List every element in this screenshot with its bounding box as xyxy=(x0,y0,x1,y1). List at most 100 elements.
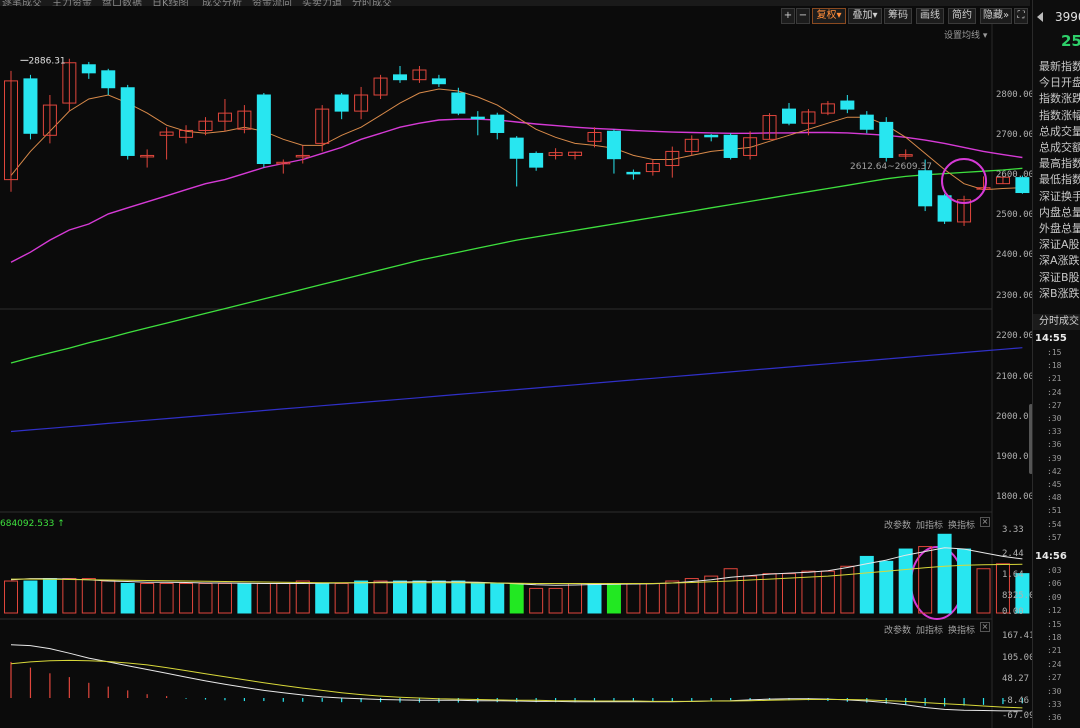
volume-bar xyxy=(276,582,291,614)
right-panel: 3990 25 最新指数今日开盘指数涨跌指数涨幅总成交量总成交额最高指数最低指数… xyxy=(1032,0,1080,728)
candle-body xyxy=(762,115,777,140)
volume-bar xyxy=(548,587,563,614)
quote-field: 深证B股 xyxy=(1039,271,1080,284)
collapse-arrow-icon[interactable] xyxy=(1037,12,1043,22)
top-tab[interactable]: 盘口数据 xyxy=(102,0,142,6)
candle-body xyxy=(295,154,310,158)
candle-body xyxy=(568,151,583,156)
vol-close-icon[interactable]: × xyxy=(980,517,990,527)
macd-switch-indicator-button[interactable]: 换指标 xyxy=(948,626,976,636)
vol-add-indicator-button[interactable]: 加指标 xyxy=(916,521,944,531)
candle-body xyxy=(820,103,835,114)
candle-body xyxy=(334,94,349,112)
candle-body xyxy=(587,131,602,142)
volume-bar xyxy=(179,582,194,614)
volume-axis-label: 0.00 xyxy=(1002,607,1024,617)
vol-change-params-button[interactable]: 改参数 xyxy=(884,521,912,531)
volume-bar xyxy=(704,575,719,614)
volume-bar xyxy=(490,582,505,614)
volume-bar xyxy=(937,533,952,614)
tick-second: :36 xyxy=(1047,440,1062,449)
top-tab[interactable]: 资金流向 xyxy=(252,0,292,6)
scroll-handle[interactable] xyxy=(1029,404,1033,474)
volume-bar xyxy=(801,570,816,614)
quote-field: 最新指数 xyxy=(1039,60,1080,73)
tick-second: :30 xyxy=(1047,687,1062,696)
price-axis-label: 2600.00 xyxy=(996,170,1034,180)
ma-settings-button[interactable]: 设置均线 ▾ xyxy=(944,31,988,41)
macd-axis-label: -8.46 xyxy=(1002,696,1030,706)
yincang-label: 隐藏 xyxy=(982,10,1003,21)
candle-body xyxy=(4,80,18,181)
huaxian-button[interactable]: 画线 xyxy=(916,8,944,24)
volume-bar xyxy=(820,570,835,614)
macd-axis-label: 105.00 xyxy=(1002,653,1035,663)
candle-body xyxy=(937,195,952,222)
volume-bar xyxy=(723,568,738,614)
candle-body xyxy=(81,64,96,74)
candle-body xyxy=(606,130,621,160)
tick-second: :18 xyxy=(1047,633,1062,642)
candle-body xyxy=(451,92,466,114)
volume-bar xyxy=(412,580,427,614)
fullscreen-icon[interactable]: ⛶ xyxy=(1014,8,1028,24)
chouma-button[interactable]: 筹码 xyxy=(884,8,912,24)
quote-field: 深A涨跌 xyxy=(1039,254,1080,267)
candle-body xyxy=(315,108,330,144)
quote-field: 内盘总量 xyxy=(1039,206,1080,219)
volume-bar xyxy=(393,580,407,614)
diejia-label: 叠加 xyxy=(852,10,873,21)
tick-second: :12 xyxy=(1047,606,1062,615)
top-tab[interactable]: 成交分析 xyxy=(202,0,242,6)
tick-time-2: 14:56 xyxy=(1035,551,1067,562)
tick-second: :21 xyxy=(1047,374,1062,383)
quote-field: 今日开盘 xyxy=(1039,76,1080,89)
top-tab[interactable]: 分时成交 xyxy=(352,0,392,6)
main-chart[interactable]: 2886.31 2612.64~2609.37 xyxy=(0,0,1030,728)
candle-body xyxy=(42,104,57,136)
price-axis-label: 1900.00 xyxy=(996,452,1034,462)
volume-bar xyxy=(23,580,38,614)
diejia-button[interactable]: 叠加▾ xyxy=(848,8,882,24)
macd-add-indicator-button[interactable]: 加指标 xyxy=(916,626,944,636)
vol-switch-indicator-button[interactable]: 换指标 xyxy=(948,521,976,531)
jianyue-button[interactable]: 简约 xyxy=(948,8,976,24)
top-tab[interactable]: 主力资金 xyxy=(52,0,92,6)
price-axis-label: 2000.00 xyxy=(996,412,1034,422)
tick-second: :24 xyxy=(1047,660,1062,669)
top-tab[interactable]: 逐笔成交 xyxy=(2,0,42,6)
zoom-out-button[interactable]: − xyxy=(796,8,810,24)
candle-body xyxy=(276,161,291,165)
macd-dea-line xyxy=(10,659,1023,709)
volume-bar xyxy=(529,587,544,614)
candle-body xyxy=(373,77,388,96)
candle-body xyxy=(684,138,699,152)
volume-bar xyxy=(684,578,699,614)
tick-second: :18 xyxy=(1047,361,1062,370)
tick-second: :15 xyxy=(1047,620,1062,629)
yincang-button[interactable]: 隐藏» xyxy=(980,8,1012,24)
candle-body xyxy=(529,152,544,168)
tick-second: :33 xyxy=(1047,427,1062,436)
candle-body xyxy=(179,129,194,138)
candle-body xyxy=(723,134,738,158)
top-tab[interactable]: 买卖力道 xyxy=(302,0,342,6)
fuquan-button[interactable]: 复权▾ xyxy=(812,8,846,24)
tick-second: :21 xyxy=(1047,646,1062,655)
volume-bar xyxy=(957,548,972,614)
macd-change-params-button[interactable]: 改参数 xyxy=(884,626,912,636)
chevron-down-icon: ▾ xyxy=(836,10,842,21)
candle-body xyxy=(140,154,155,158)
tick-second: :24 xyxy=(1047,388,1062,397)
top-tab[interactable]: 日K线图 xyxy=(152,0,189,6)
volume-bar xyxy=(1015,573,1030,614)
zoom-in-button[interactable]: + xyxy=(781,8,795,24)
candle-body xyxy=(101,70,116,89)
volume-axis-label: 2.44 xyxy=(1002,549,1024,559)
price-axis-label: 2700.00 xyxy=(996,130,1034,140)
volume-ma2-line xyxy=(11,563,1023,584)
double-arrow-icon: » xyxy=(1002,10,1010,21)
tick-second: :57 xyxy=(1047,533,1062,542)
volume-axis-label: 8325.00 xyxy=(1002,591,1040,601)
macd-close-icon[interactable]: × xyxy=(980,622,990,632)
